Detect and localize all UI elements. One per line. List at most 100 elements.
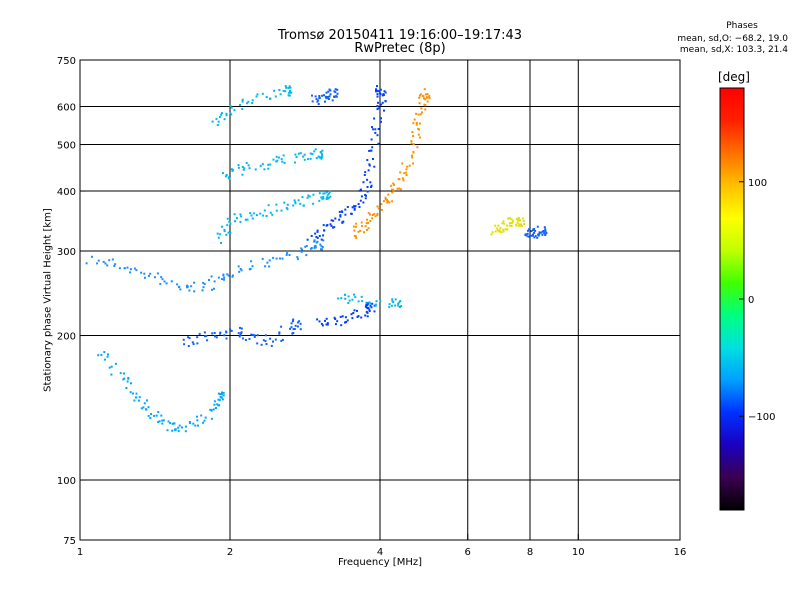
data-point [502,220,505,223]
data-point [350,212,353,215]
data-point [351,298,354,301]
data-point [314,246,317,249]
data-point [356,309,358,312]
data-point [346,206,349,208]
data-point [289,327,291,330]
data-point [522,217,524,220]
data-point [287,91,290,94]
data-point [360,295,363,298]
data-point [376,213,379,215]
data-point [223,278,225,281]
data-point [508,217,511,220]
data-point [363,174,366,176]
data-point [283,201,286,204]
data-point [173,428,176,431]
data-point [319,156,321,159]
data-point [315,157,318,160]
y-tick-label: 100 [57,476,76,487]
data-point [359,229,362,232]
data-point [166,429,169,432]
data-point [339,214,342,217]
data-point [412,162,414,165]
data-point [213,403,216,406]
data-point [412,150,415,153]
data-point [307,158,309,161]
data-point [171,429,174,432]
data-point [282,154,285,157]
data-point [419,113,422,116]
data-point [523,223,526,225]
data-point [322,224,325,227]
data-point [248,167,251,170]
data-point [220,113,223,116]
data-point [244,218,247,221]
data-point [247,164,250,167]
data-point [426,100,429,103]
data-point [333,95,335,98]
data-point [96,262,99,265]
data-point [229,222,232,225]
data-point [288,85,291,88]
data-point [316,236,319,239]
data-point [321,154,324,157]
data-point [502,222,505,225]
data-point [221,398,224,401]
data-point [102,260,105,263]
data-point [259,164,262,167]
data-point [373,117,376,120]
data-point [344,316,347,319]
data-point [401,177,404,180]
data-point [114,263,117,266]
data-point [296,258,299,261]
data-point [367,212,370,215]
data-point [369,304,372,307]
data-point [537,233,540,236]
data-point [406,165,409,168]
data-point [240,269,243,272]
data-point [376,105,379,108]
data-point [353,229,356,232]
data-point [347,302,350,304]
data-point [250,260,253,263]
data-point [320,152,323,155]
data-point [494,230,497,233]
data-point [188,289,191,292]
data-point [132,392,134,395]
data-point [424,98,427,101]
data-point [370,138,373,141]
data-point [262,339,265,342]
data-point [251,217,254,220]
data-point [333,226,336,229]
data-point [376,108,379,111]
data-point [376,85,378,88]
data-point [220,112,223,115]
data-point [238,335,241,338]
data-point [242,168,245,171]
data-point [296,325,299,328]
data-point [384,198,387,201]
data-point [339,315,342,318]
data-point [253,334,256,337]
data-point [374,304,377,307]
data-point [196,342,199,345]
data-point [247,100,250,103]
data-point [135,396,138,399]
data-point [412,135,415,137]
data-point [183,343,186,346]
data-point [398,301,401,304]
data-point [310,247,313,249]
data-point [379,88,382,91]
data-point [263,209,266,212]
data-point [156,272,159,275]
data-point [310,235,313,237]
data-point [369,302,372,305]
data-point [213,280,216,283]
data-point [311,100,314,103]
data-point [311,153,314,155]
data-point [274,338,277,341]
data-point [368,301,371,304]
data-point [182,338,185,341]
data-point [326,96,329,99]
data-point [500,231,502,234]
data-point [90,255,93,258]
